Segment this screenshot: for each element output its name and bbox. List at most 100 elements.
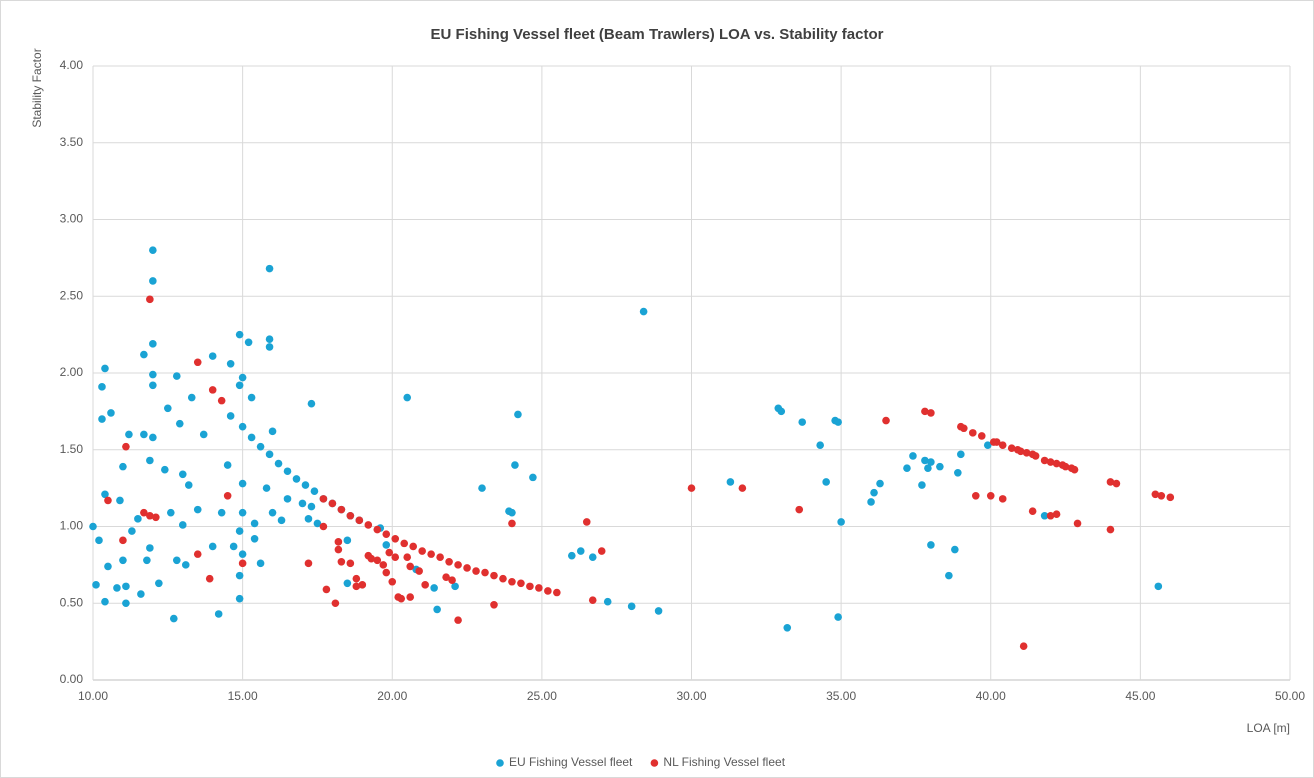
point [214, 610, 223, 618]
point [951, 545, 959, 554]
point [140, 350, 148, 359]
y-axis-label: Stability Factor [30, 48, 44, 127]
y-tick-label: 4.00 [60, 58, 84, 72]
point [627, 602, 636, 611]
point [146, 456, 154, 465]
y-tick-label: 3.00 [60, 212, 84, 226]
point [101, 597, 109, 606]
point [146, 295, 154, 304]
point [283, 495, 292, 503]
point [726, 478, 735, 486]
point [1052, 459, 1061, 468]
point [149, 340, 157, 348]
point [175, 419, 184, 428]
legend-marker [496, 759, 504, 767]
point [146, 544, 154, 552]
point [307, 502, 316, 511]
point [352, 582, 361, 591]
y-tick-label: 0.50 [60, 595, 84, 609]
point [193, 550, 202, 558]
point [882, 416, 890, 425]
point [98, 383, 106, 391]
point [442, 573, 450, 581]
point [178, 470, 187, 479]
point [373, 556, 382, 565]
point [1157, 492, 1166, 500]
point [226, 359, 235, 368]
point [415, 567, 423, 575]
point [181, 561, 190, 569]
point [1166, 493, 1175, 502]
point [478, 484, 486, 492]
point [433, 605, 441, 614]
point [149, 370, 157, 379]
point [307, 399, 316, 408]
point [238, 479, 247, 488]
point [217, 508, 226, 517]
point [247, 433, 256, 442]
point [265, 450, 274, 459]
point [113, 584, 121, 592]
point [364, 521, 373, 529]
point [346, 559, 355, 568]
point [322, 585, 331, 594]
point [795, 505, 804, 514]
point [816, 441, 824, 449]
x-tick-label: 10.00 [78, 689, 108, 703]
point [244, 338, 253, 347]
point [430, 584, 438, 592]
point [107, 409, 115, 417]
point [373, 525, 382, 534]
point [152, 513, 160, 522]
point [834, 418, 842, 426]
point [388, 577, 397, 586]
point [265, 264, 274, 273]
y-tick-label: 2.50 [60, 288, 84, 302]
point [921, 456, 929, 465]
point [235, 571, 244, 580]
point [143, 556, 151, 565]
point [783, 624, 792, 632]
point [256, 442, 265, 451]
y-tick-label: 2.00 [60, 365, 84, 379]
point [445, 558, 453, 566]
point [337, 505, 346, 514]
point [588, 553, 597, 561]
point [921, 407, 929, 416]
point [986, 492, 995, 500]
point [149, 246, 157, 254]
point [639, 307, 648, 316]
point [397, 594, 406, 603]
point [134, 515, 142, 523]
point [301, 481, 310, 489]
point [1019, 642, 1028, 651]
point [927, 458, 935, 466]
point [104, 562, 112, 571]
point [927, 409, 935, 417]
point [367, 554, 376, 563]
point [149, 433, 157, 442]
point [508, 577, 516, 586]
point [119, 536, 127, 545]
point [1151, 490, 1160, 499]
point [1046, 511, 1055, 520]
point [968, 429, 977, 437]
point [983, 441, 992, 449]
point [128, 527, 136, 535]
point [777, 407, 786, 416]
point [328, 499, 337, 508]
point [576, 547, 585, 555]
point [125, 430, 133, 439]
point [1052, 510, 1061, 519]
point [553, 588, 561, 597]
point [382, 530, 391, 538]
point [172, 372, 181, 380]
point [149, 381, 157, 390]
point [358, 581, 367, 589]
point [654, 607, 663, 615]
point [262, 484, 271, 492]
point [223, 461, 232, 469]
point [193, 505, 202, 514]
